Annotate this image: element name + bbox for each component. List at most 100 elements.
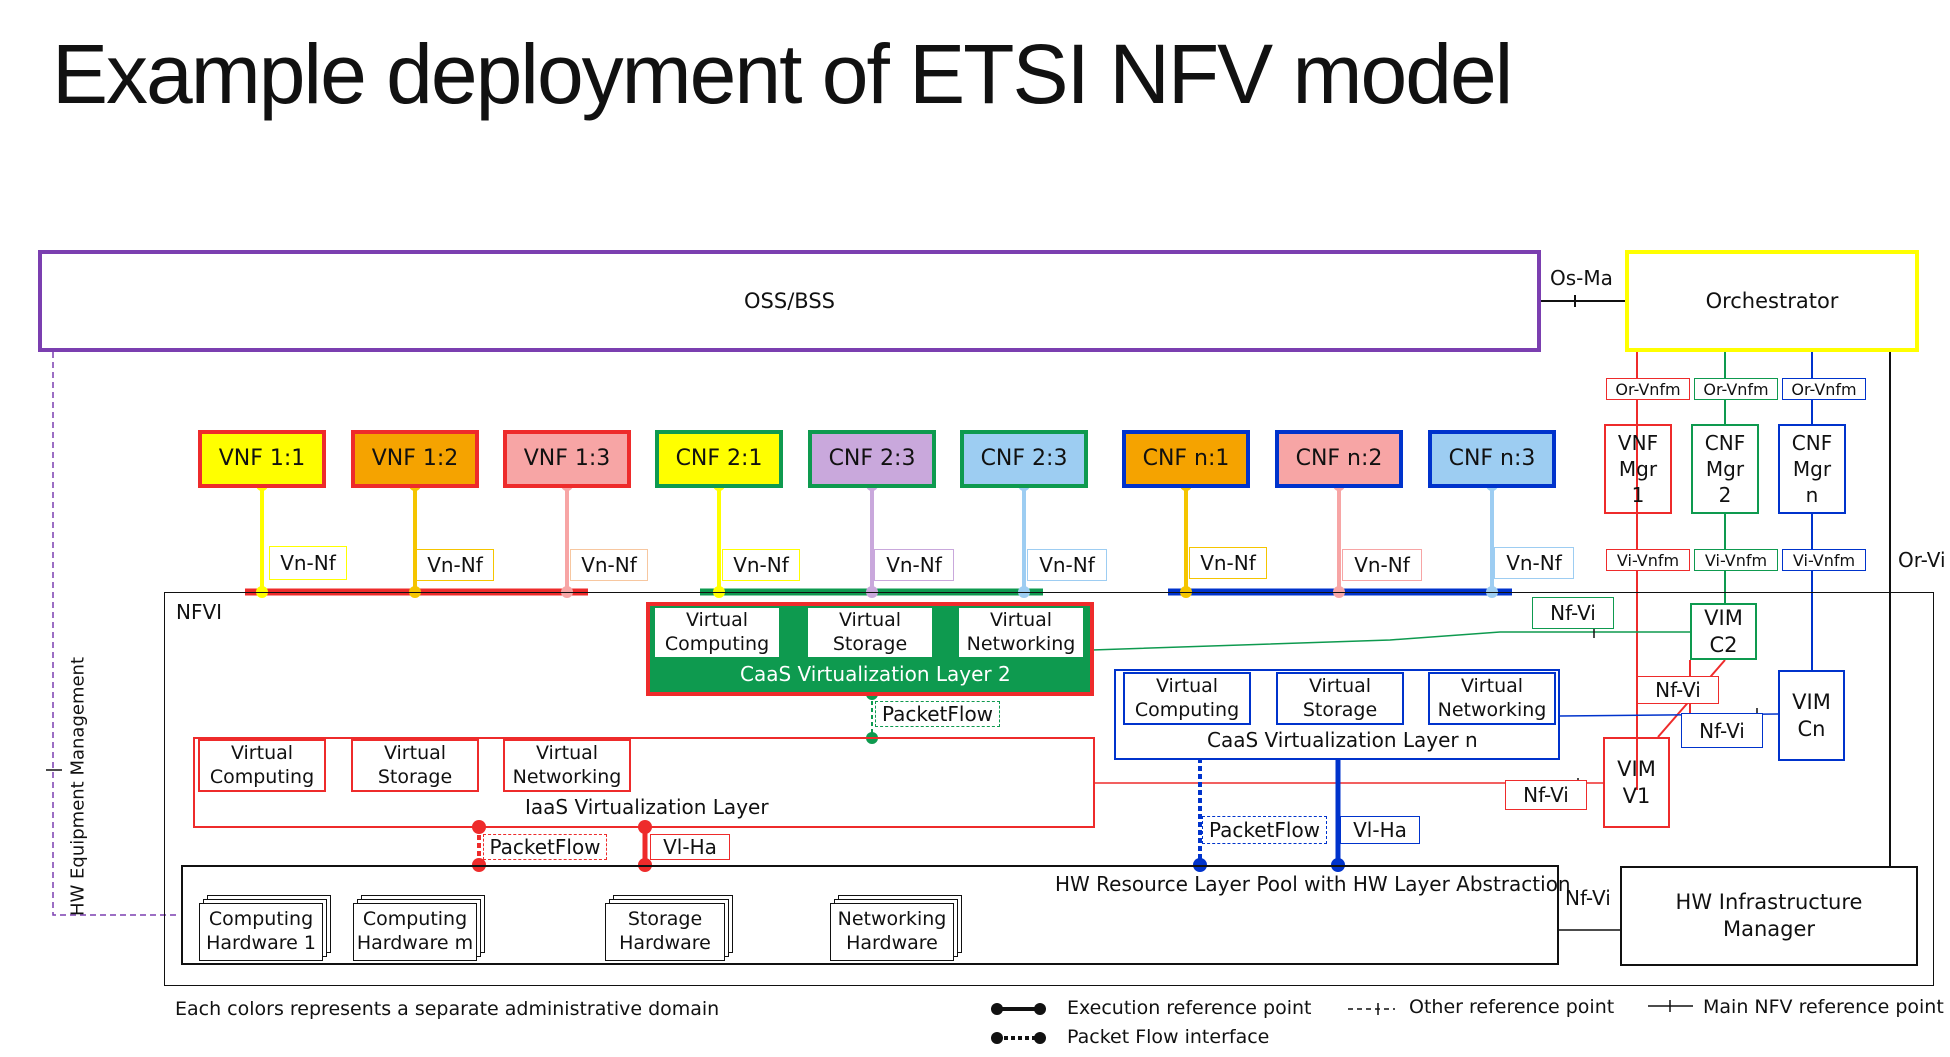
networking-hardware[interactable]: Networking Hardware (830, 903, 954, 961)
storage-hardware[interactable]: Storage Hardware (605, 903, 725, 961)
or-vnfm-label-2: Or-Vnfm (1694, 378, 1778, 400)
vn-nf-label: Vn-Nf (1189, 547, 1267, 579)
computing-hardware-1[interactable]: Computing Hardware 1 (199, 903, 323, 961)
cnf-manager-n[interactable]: CNF Mgr n (1778, 424, 1846, 514)
hw-equipment-management-label: HW Equipment Management (67, 656, 89, 917)
vn-nf-label: Vn-Nf (722, 549, 800, 581)
or-vi-label: Or-Vi (1898, 548, 1946, 572)
oss-bss-label: OSS/BSS (744, 288, 835, 313)
legend-other: Other reference point (1409, 996, 1615, 1018)
cnf-2-3-a-label: CNF 2:3 (828, 446, 916, 472)
iaas-virtual-networking-label: Virtual Networking (512, 741, 622, 788)
vim-cn-label: VIM Cn (1792, 690, 1831, 741)
vim-cn[interactable]: VIM Cn (1778, 670, 1845, 761)
vn-nf-label: Vn-Nf (1342, 549, 1422, 581)
cnf-n-2-label: CNF n:2 (1295, 446, 1383, 472)
vn-nf-label: Vn-Nf (1027, 549, 1107, 581)
vn-nf-label: Vn-Nf (874, 549, 954, 581)
cnf-n-2[interactable]: CNF n:2 (1275, 430, 1403, 488)
networking-hardware-label: Networking Hardware (837, 908, 947, 954)
iaas-virtual-computing[interactable]: Virtual Computing (198, 739, 326, 792)
iaas-virtual-storage[interactable]: Virtual Storage (351, 739, 479, 792)
caas2-virtual-storage[interactable]: Virtual Storage (806, 606, 934, 659)
caas2-virtual-computing[interactable]: Virtual Computing (653, 606, 781, 659)
vnf-1-3-label: VNF 1:3 (523, 446, 611, 472)
iaas-virtual-storage-label: Virtual Storage (377, 741, 453, 788)
legend-packet-flow: Packet Flow interface (1067, 1026, 1270, 1048)
vi-vnfm-label-1: Vi-Vnfm (1606, 549, 1690, 571)
computing-hardware-m[interactable]: Computing Hardware m (353, 903, 477, 961)
vnf-manager-1[interactable]: VNF Mgr 1 (1604, 424, 1672, 514)
cnf-n-1[interactable]: CNF n:1 (1122, 430, 1250, 488)
packetflow-label-green: PacketFlow (875, 701, 1000, 727)
nf-vi-label-cn: Nf-Vi (1681, 713, 1763, 748)
cnf-manager-n-label: CNF Mgr n (1791, 431, 1833, 507)
cnf-2-1-label: CNF 2:1 (675, 446, 763, 472)
caasn-virtual-computing[interactable]: Virtual Computing (1123, 672, 1251, 725)
cnf-2-3-b[interactable]: CNF 2:3 (960, 430, 1088, 488)
legend-main: Main NFV reference point (1703, 996, 1944, 1018)
vim-v1-label: VIM V1 (1617, 757, 1656, 808)
vnf-1-1[interactable]: VNF 1:1 (198, 430, 326, 488)
vnf-1-2[interactable]: VNF 1:2 (351, 430, 479, 488)
iaas-virtual-computing-label: Virtual Computing (209, 741, 315, 788)
vn-nf-label: Vn-Nf (269, 546, 347, 580)
packetflow-label-red: PacketFlow (483, 834, 607, 860)
page-title: Example deployment of ETSI NFV model (52, 27, 1513, 121)
vnf-1-1-label: VNF 1:1 (218, 446, 306, 472)
caas2-virtual-storage-label: Virtual Storage (832, 608, 908, 655)
cnf-n-1-label: CNF n:1 (1142, 446, 1230, 472)
storage-hardware-label: Storage Hardware (619, 908, 711, 954)
vi-ha-label-blue: Vl-Ha (1340, 816, 1420, 844)
hw-infrastructure-manager-label: HW Infrastructure Manager (1675, 889, 1863, 941)
cnf-2-3-b-label: CNF 2:3 (980, 446, 1068, 472)
vi-vnfm-label-2: Vi-Vnfm (1694, 549, 1778, 571)
vn-nf-label: Vn-Nf (416, 549, 494, 581)
cnf-2-3-a[interactable]: CNF 2:3 (808, 430, 936, 488)
vi-vnfm-label-3: Vi-Vnfm (1782, 549, 1866, 571)
nf-vi-label-c2: Nf-Vi (1532, 597, 1614, 629)
packetflow-label-blue: PacketFlow (1202, 816, 1327, 844)
nf-vi-label-v1-lower: Nf-Vi (1505, 780, 1587, 810)
hw-resource-pool-label: HW Resource Layer Pool with HW Layer Abs… (1055, 872, 1571, 896)
caas2-virtual-computing-label: Virtual Computing (664, 608, 770, 655)
caasn-virtual-storage[interactable]: Virtual Storage (1276, 672, 1404, 725)
vi-ha-label-red: Vl-Ha (650, 834, 730, 860)
caas2-virtual-networking-label: Virtual Networking (966, 608, 1076, 655)
hw-equipment-tick (46, 769, 62, 771)
vim-c2[interactable]: VIM C2 (1690, 603, 1757, 660)
vnf-manager-1-label: VNF Mgr 1 (1617, 431, 1659, 507)
nf-vi-label-hw: Nf-Vi (1565, 886, 1611, 910)
or-vnfm-label-3: Or-Vnfm (1782, 378, 1866, 400)
iaas-layer-label: IaaS Virtualization Layer (525, 795, 769, 819)
nf-vi-label-v1-upper: Nf-Vi (1637, 676, 1719, 704)
cnf-manager-2[interactable]: CNF Mgr 2 (1691, 424, 1759, 514)
vim-v1[interactable]: VIM V1 (1603, 737, 1670, 828)
cnf-n-3[interactable]: CNF n:3 (1428, 430, 1556, 488)
caasn-virtual-computing-label: Virtual Computing (1134, 674, 1240, 721)
iaas-virtual-networking[interactable]: Virtual Networking (503, 739, 631, 792)
os-ma-label: Os-Ma (1550, 266, 1613, 290)
caas-layer-2-label: CaaS Virtualization Layer 2 (740, 662, 1011, 686)
hw-infrastructure-manager[interactable]: HW Infrastructure Manager (1620, 866, 1918, 966)
caas2-virtual-networking[interactable]: Virtual Networking (957, 606, 1085, 659)
orchestrator-label: Orchestrator (1705, 288, 1839, 313)
cnf-2-1[interactable]: CNF 2:1 (655, 430, 783, 488)
computing-hardware-m-label: Computing Hardware m (356, 908, 474, 954)
computing-hardware-1-label: Computing Hardware 1 (206, 908, 316, 954)
vn-nf-label: Vn-Nf (1494, 547, 1574, 579)
vnf-1-2-label: VNF 1:2 (371, 446, 459, 472)
nfvi-box (164, 592, 1934, 986)
vn-nf-label: Vn-Nf (570, 549, 648, 581)
legend-execution: Execution reference point (1067, 997, 1312, 1019)
oss-bss-box: OSS/BSS (38, 250, 1541, 352)
iaas-layer[interactable] (193, 737, 1095, 828)
hw-resource-pool[interactable] (181, 865, 1559, 965)
or-vnfm-label-1: Or-Vnfm (1606, 378, 1690, 400)
orchestrator-box: Orchestrator (1625, 250, 1919, 352)
nfvi-label: NFVI (176, 600, 223, 624)
vnf-1-3[interactable]: VNF 1:3 (503, 430, 631, 488)
caas-layer-n-label: CaaS Virtualization Layer n (1207, 728, 1478, 752)
caasn-virtual-networking[interactable]: Virtual Networking (1428, 672, 1556, 725)
cnf-n-3-label: CNF n:3 (1448, 446, 1536, 472)
